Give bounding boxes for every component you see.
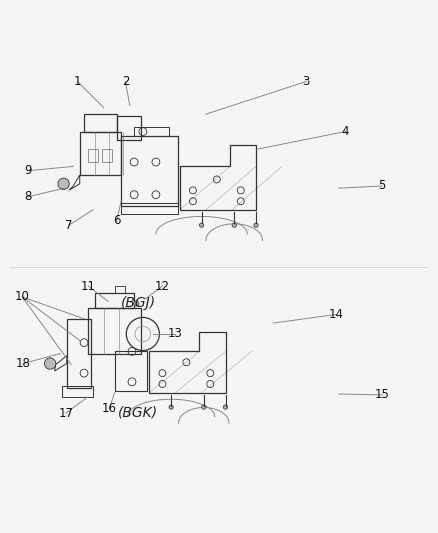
Bar	[80, 132, 121, 175]
Bar	[121, 136, 178, 206]
Text: 16: 16	[102, 402, 117, 415]
Text: 9: 9	[24, 164, 31, 177]
Circle shape	[58, 178, 69, 189]
Text: 7: 7	[65, 219, 73, 232]
Bar	[88, 308, 141, 353]
Bar	[115, 351, 147, 391]
Bar	[115, 286, 125, 293]
Bar	[95, 293, 134, 308]
Bar	[62, 386, 93, 397]
Bar	[121, 204, 178, 214]
Circle shape	[201, 405, 206, 409]
Text: 12: 12	[155, 280, 170, 293]
Text: (BGJ): (BGJ)	[121, 296, 156, 311]
Circle shape	[254, 223, 258, 228]
Bar	[84, 114, 117, 132]
Text: 8: 8	[24, 190, 31, 204]
Bar	[134, 127, 169, 136]
Circle shape	[232, 223, 237, 228]
Text: 1: 1	[74, 75, 81, 88]
Circle shape	[134, 301, 139, 306]
Circle shape	[45, 358, 56, 369]
Text: (BGK): (BGK)	[118, 405, 159, 419]
Circle shape	[169, 405, 173, 409]
Text: 5: 5	[378, 180, 386, 192]
Text: 17: 17	[58, 407, 73, 419]
Text: 10: 10	[15, 290, 30, 303]
Text: 6: 6	[113, 214, 120, 227]
Text: 14: 14	[329, 308, 344, 321]
Text: 15: 15	[375, 389, 390, 401]
Bar	[117, 116, 141, 140]
Circle shape	[223, 405, 228, 409]
Circle shape	[199, 223, 204, 228]
Text: 13: 13	[168, 327, 183, 341]
Bar	[88, 149, 98, 162]
Text: 2: 2	[122, 75, 129, 88]
Bar	[67, 319, 91, 389]
Bar	[102, 149, 112, 162]
Text: 4: 4	[342, 125, 349, 138]
Text: 11: 11	[81, 280, 96, 293]
Text: 3: 3	[302, 75, 310, 88]
Text: 18: 18	[16, 357, 31, 370]
